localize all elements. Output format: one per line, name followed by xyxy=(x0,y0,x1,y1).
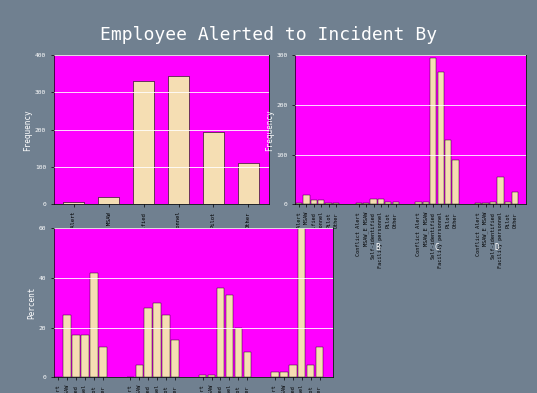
Bar xyxy=(226,295,233,377)
Bar xyxy=(289,365,296,377)
Y-axis label: Frequency: Frequency xyxy=(23,109,32,151)
Text: B: B xyxy=(375,243,380,252)
Bar xyxy=(63,202,84,204)
Bar xyxy=(393,202,399,204)
Bar xyxy=(316,347,323,377)
Bar xyxy=(199,375,206,377)
Bar xyxy=(307,365,314,377)
Text: D: D xyxy=(495,243,499,252)
Bar xyxy=(452,160,459,204)
Bar xyxy=(235,327,242,377)
Bar xyxy=(203,132,224,204)
Bar xyxy=(475,203,481,204)
Bar xyxy=(333,203,339,204)
Bar xyxy=(303,195,309,204)
Bar xyxy=(63,315,71,377)
Bar xyxy=(445,140,451,204)
Bar xyxy=(385,202,391,204)
Bar xyxy=(355,203,362,204)
Bar xyxy=(208,375,215,377)
Bar xyxy=(325,203,332,204)
Bar xyxy=(243,353,251,377)
Bar xyxy=(311,200,317,204)
Bar xyxy=(81,335,89,377)
Bar xyxy=(423,202,429,204)
Bar xyxy=(438,72,444,204)
Text: A: A xyxy=(315,243,320,252)
Bar xyxy=(490,202,496,204)
Text: Employee Alerted to Incident By: Employee Alerted to Incident By xyxy=(100,26,437,44)
Bar xyxy=(378,199,384,204)
Bar xyxy=(162,315,170,377)
Bar xyxy=(363,203,369,204)
Bar xyxy=(171,340,179,377)
Bar xyxy=(99,347,107,377)
Y-axis label: Percent: Percent xyxy=(27,286,36,319)
Bar xyxy=(497,177,504,204)
Bar xyxy=(144,308,152,377)
Bar xyxy=(90,273,98,377)
Bar xyxy=(154,303,161,377)
Bar xyxy=(98,197,119,204)
Bar xyxy=(72,335,80,377)
Bar xyxy=(512,192,518,204)
Bar xyxy=(505,202,511,204)
Y-axis label: Frequency: Frequency xyxy=(265,109,274,151)
Bar xyxy=(271,372,279,377)
Bar xyxy=(318,200,324,204)
Bar xyxy=(296,203,302,204)
Bar xyxy=(482,203,489,204)
Text: C: C xyxy=(434,243,439,252)
Bar xyxy=(371,199,376,204)
Bar xyxy=(430,57,437,204)
Bar xyxy=(135,365,143,377)
Bar xyxy=(298,198,306,377)
Bar xyxy=(238,163,259,204)
Bar xyxy=(415,202,422,204)
Bar xyxy=(133,81,154,204)
Bar xyxy=(217,288,224,377)
Bar xyxy=(168,75,189,204)
Bar xyxy=(280,372,288,377)
